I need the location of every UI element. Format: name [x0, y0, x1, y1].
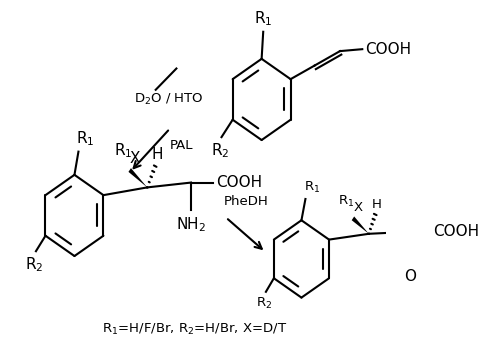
Text: H: H	[151, 147, 162, 162]
Text: X: X	[129, 151, 140, 166]
Text: R$_1$: R$_1$	[76, 129, 95, 148]
Text: R$_1$: R$_1$	[114, 142, 132, 160]
Text: H: H	[371, 198, 381, 211]
Text: R$_1$: R$_1$	[338, 194, 354, 209]
Text: COOH: COOH	[364, 42, 410, 57]
Text: R$_2$: R$_2$	[210, 141, 228, 160]
Text: R$_1$=H/F/Br, R$_2$=H/Br, X=D/T: R$_1$=H/F/Br, R$_2$=H/Br, X=D/T	[102, 322, 287, 337]
Text: COOH: COOH	[432, 224, 479, 239]
Text: D$_2$O / HTO: D$_2$O / HTO	[134, 92, 204, 107]
Text: NH$_2$: NH$_2$	[176, 215, 206, 234]
Text: R$_2$: R$_2$	[25, 255, 44, 274]
Text: R$_2$: R$_2$	[256, 296, 272, 311]
Text: PheDH: PheDH	[223, 195, 267, 208]
Text: O: O	[403, 268, 415, 284]
Polygon shape	[351, 216, 368, 234]
Text: COOH: COOH	[216, 175, 261, 190]
Text: R$_1$: R$_1$	[253, 9, 272, 28]
Text: PAL: PAL	[170, 139, 193, 152]
Text: R$_1$: R$_1$	[303, 180, 320, 195]
Polygon shape	[128, 168, 147, 187]
Text: X: X	[352, 201, 361, 214]
